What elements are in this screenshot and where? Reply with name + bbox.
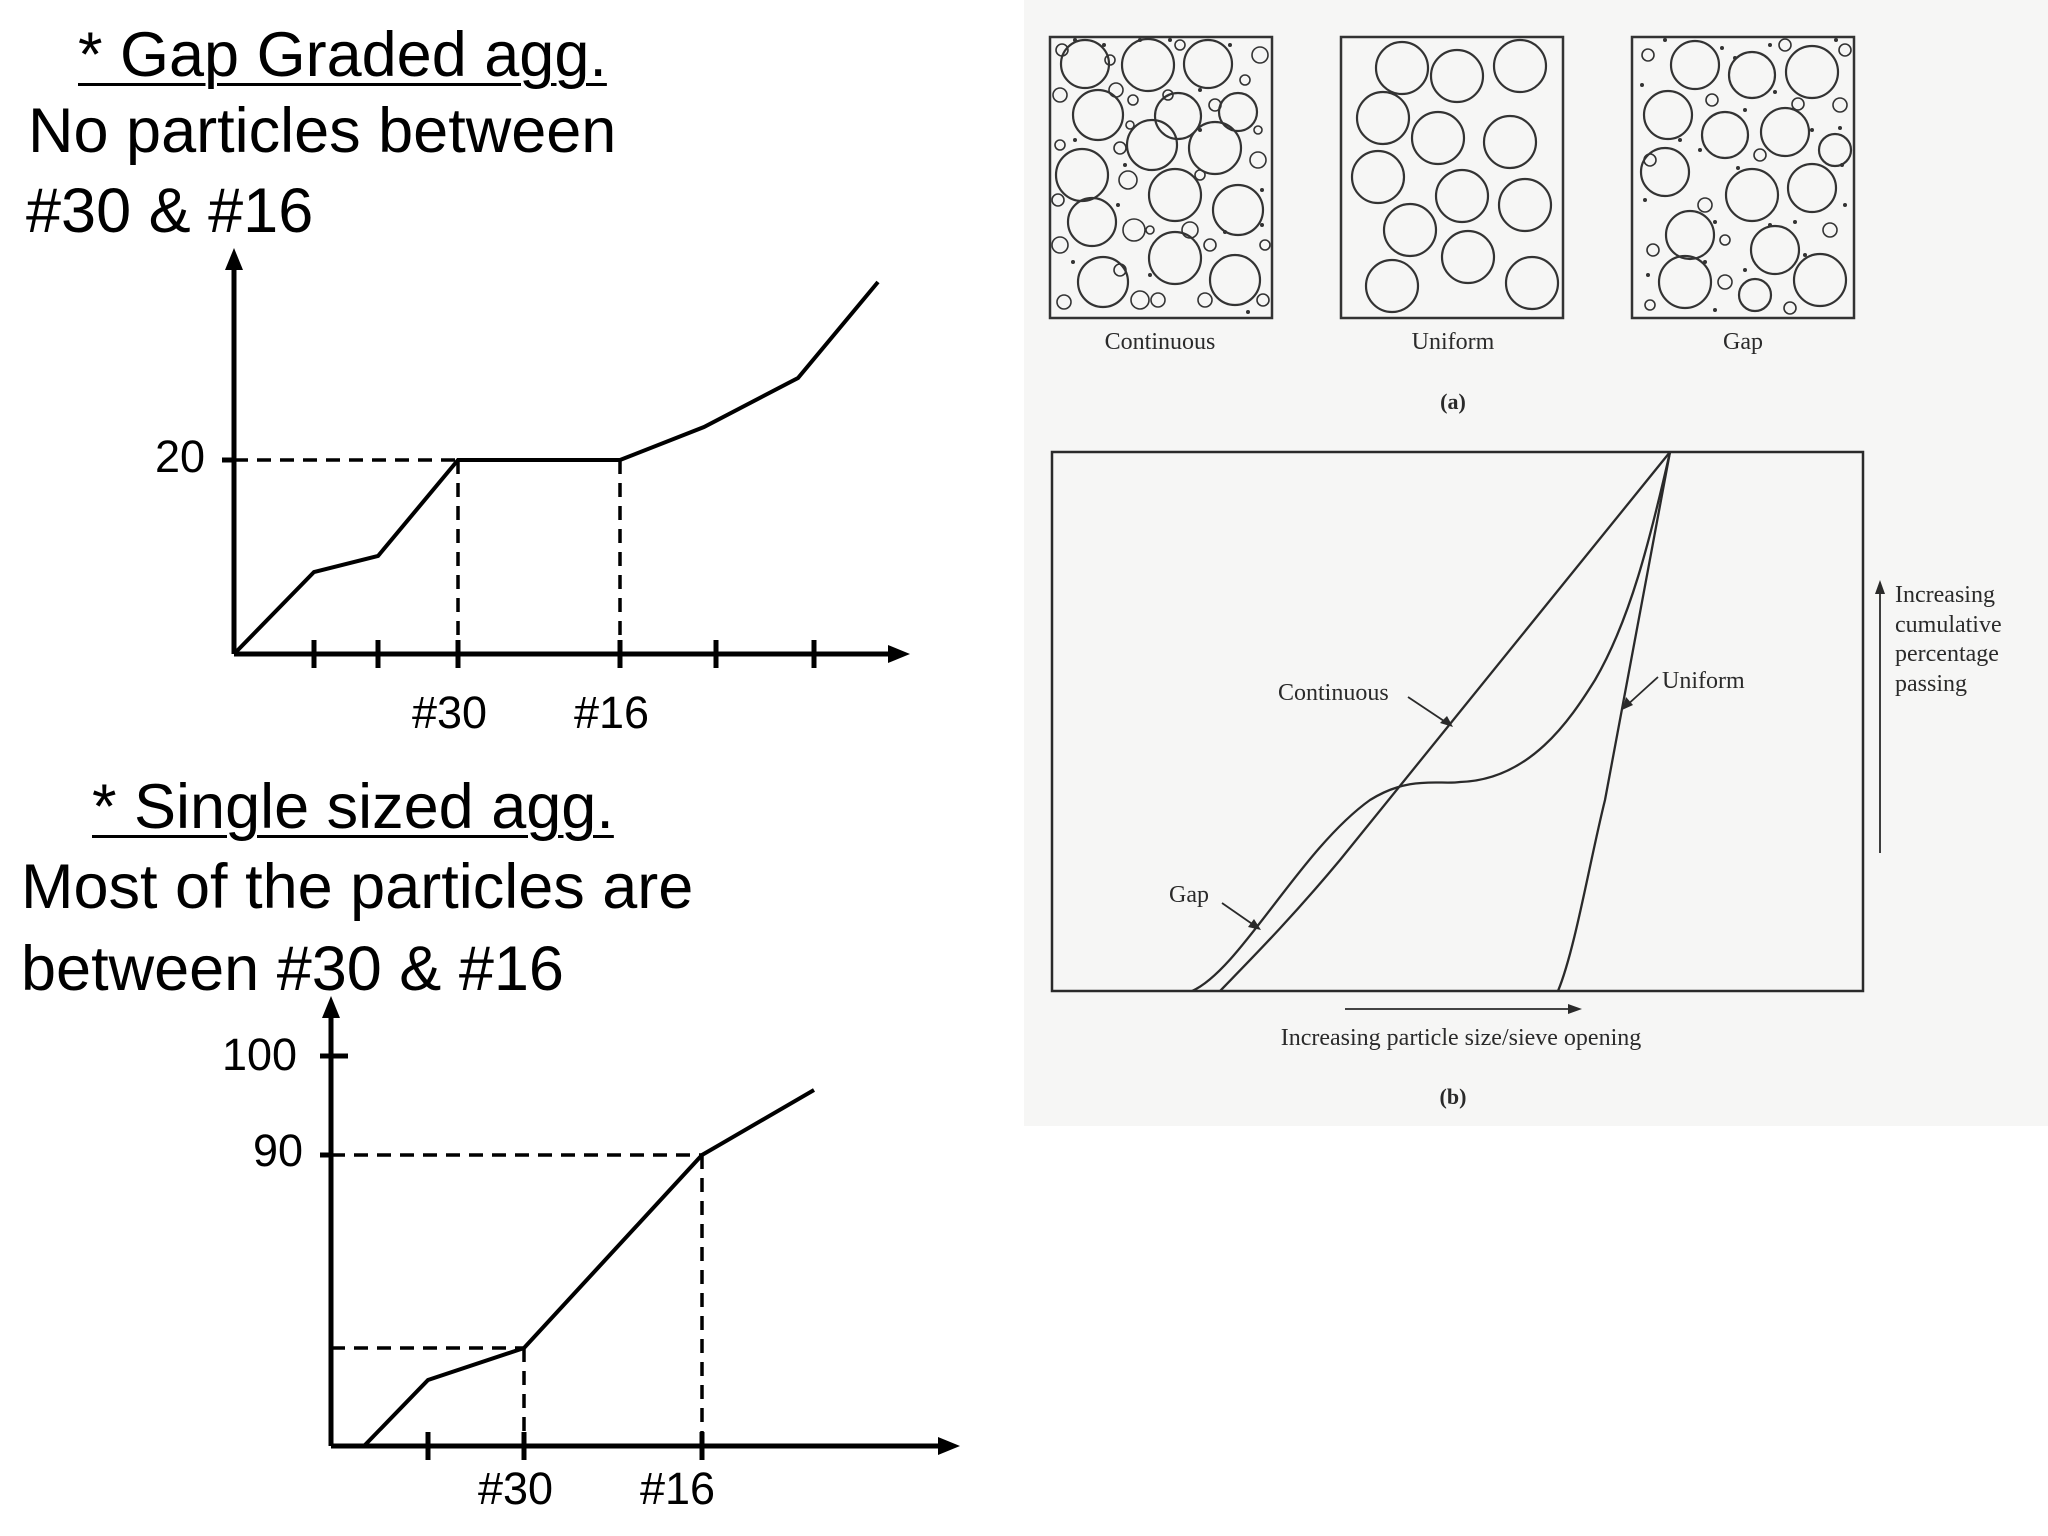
gap-graded-line2: #30 & #16 bbox=[26, 176, 314, 246]
gap-graded-line1: No particles between bbox=[28, 96, 617, 166]
gap-y-tick-20: 20 bbox=[155, 431, 206, 482]
x-label: Increasing particle size/sieve opening bbox=[1281, 1025, 1642, 1051]
label-gap: Gap bbox=[1723, 329, 1763, 355]
single-x-tick-30: #30 bbox=[478, 1463, 554, 1514]
single-sized-line1: Most of the particles are bbox=[21, 852, 694, 922]
single-x-axis-arrow bbox=[938, 1437, 960, 1455]
gap-x-tick-30: #30 bbox=[412, 687, 488, 738]
panel-b-grading-plot bbox=[1050, 450, 1885, 1014]
single-y-axis-arrow bbox=[322, 996, 340, 1018]
gap-x-tick-16: #16 bbox=[574, 687, 650, 738]
y-direction-arrowhead bbox=[1875, 580, 1885, 594]
textbook-figure-background bbox=[1024, 0, 2048, 1126]
single-grading-curve bbox=[362, 1088, 816, 1448]
curve-label-continuous: Continuous bbox=[1278, 680, 1389, 706]
uniform-packing-box bbox=[1339, 35, 1565, 320]
gap-packing-box bbox=[1630, 35, 1856, 320]
x-direction-arrowhead bbox=[1568, 1004, 1582, 1014]
single-y-tick-100: 100 bbox=[222, 1029, 298, 1080]
curve-label-gap: Gap bbox=[1169, 882, 1209, 908]
uniform-curve bbox=[1556, 451, 1672, 992]
continuous-packing-box bbox=[1048, 35, 1274, 320]
panel-a-packing-diagrams bbox=[1048, 35, 1856, 320]
single-x-tick-16: #16 bbox=[640, 1463, 716, 1514]
gap-graded-heading: * Gap Graded agg. bbox=[78, 20, 607, 90]
continuous-leader-arrow bbox=[1440, 716, 1453, 727]
gap-fine-particles bbox=[1640, 38, 1847, 312]
single-y-tick-90: 90 bbox=[253, 1125, 304, 1176]
uniform-leader-arrow bbox=[1622, 697, 1633, 710]
continuous-fine-particles bbox=[1071, 38, 1264, 314]
curve-leader-lines bbox=[1221, 676, 1659, 930]
uniform-leader-line bbox=[1624, 676, 1659, 708]
curve-label-uniform: Uniform bbox=[1662, 668, 1745, 694]
single-sized-line2: between #30 & #16 bbox=[21, 934, 564, 1004]
gap-small-particles bbox=[1641, 38, 1852, 315]
single-sized-heading: * Single sized agg. bbox=[92, 772, 614, 842]
gap-grading-curve bbox=[232, 280, 880, 656]
y-label-line2: cumulative bbox=[1895, 612, 2002, 638]
caption-b: (b) bbox=[1440, 1084, 1467, 1109]
continuous-large-particles bbox=[1054, 37, 1265, 309]
caption-a: (a) bbox=[1440, 389, 1466, 414]
single-sized-chart bbox=[320, 996, 960, 1460]
label-uniform: Uniform bbox=[1412, 329, 1495, 355]
gap-x-axis-arrow bbox=[888, 645, 910, 663]
gap-large-particles bbox=[1639, 39, 1853, 313]
single-guide-lines bbox=[331, 1153, 704, 1446]
gap-y-axis-arrow bbox=[225, 248, 243, 270]
gap-guide-lines bbox=[234, 458, 622, 654]
y-label-line4: passing bbox=[1895, 671, 1967, 697]
continuous-small-particles bbox=[1051, 39, 1271, 310]
axis-direction-arrows bbox=[1345, 580, 1885, 1014]
y-label-line1: Increasing bbox=[1895, 582, 1995, 608]
gap-graded-chart bbox=[222, 248, 910, 668]
y-label-line3: percentage bbox=[1895, 641, 1999, 667]
gap-curve bbox=[1191, 451, 1672, 993]
panel-b-frame bbox=[1050, 450, 1865, 993]
label-continuous: Continuous bbox=[1105, 329, 1216, 355]
figure-text: Continuous Uniform Gap (a) Continuous Un… bbox=[1105, 329, 2002, 1109]
gap-leader-arrow bbox=[1248, 919, 1261, 930]
continuous-curve bbox=[1219, 451, 1671, 992]
